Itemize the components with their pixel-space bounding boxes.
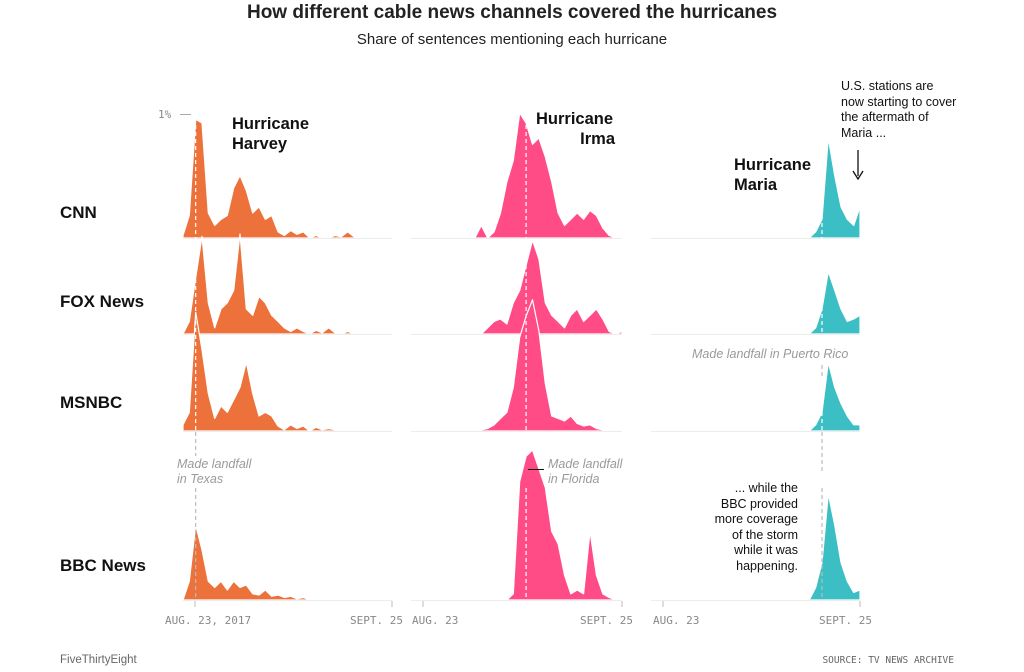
- landfall-texas-line2: in Texas: [177, 472, 224, 486]
- chart-subtitle: Share of sentences mentioning each hurri…: [356, 31, 668, 48]
- hurricane-irma-label-line1: Hurricane: [536, 110, 614, 128]
- area-bbc-news-irma: [410, 449, 623, 601]
- hurricane-harvey-label-line2: Harvey: [232, 135, 288, 153]
- row-label-fox-news: FOX News: [60, 292, 145, 311]
- landfall-florida-line1: Made landfall: [548, 457, 623, 471]
- landfall-texas-line1: Made landfall: [177, 457, 252, 471]
- bbc-note-line: BBC provided: [720, 496, 798, 511]
- area-cnn-harvey: [182, 118, 393, 239]
- hurricane-maria-label-line1: Hurricane: [734, 156, 812, 174]
- us-stations-note-line: the aftermath of: [841, 110, 929, 124]
- row-label-bbc-news: BBC News: [60, 556, 146, 575]
- x-tick-harvey-start: AUG. 23, 2017: [165, 614, 252, 627]
- overlay-layer: [180, 114, 864, 607]
- area-cnn-maria: [650, 137, 861, 239]
- area-cnn-irma: [410, 112, 623, 239]
- area-msnbc-irma: [410, 299, 623, 432]
- source-footer: SOURCE: TV NEWS ARCHIVE: [822, 655, 954, 666]
- x-tick-maria-end: SEPT. 25: [819, 614, 872, 627]
- area-layer: [182, 112, 861, 601]
- landfall-florida-annotation: Made landfall in Florida: [548, 457, 622, 487]
- row-label-msnbc: MSNBC: [60, 393, 123, 412]
- us-stations-note-line: U.S. stations are: [841, 79, 934, 93]
- bbc-note-line: of the storm: [732, 527, 798, 542]
- landfall-florida-line2: in Florida: [548, 472, 600, 486]
- area-bbc-news-maria: [650, 493, 861, 601]
- x-tick-irma-end: SEPT. 25: [580, 614, 633, 627]
- landfall-puerto-rico-annotation: Made landfall in Puerto Rico: [692, 347, 849, 361]
- area-fox-news-maria: [650, 270, 861, 335]
- area-msnbc-maria: [650, 361, 861, 432]
- hurricane-harvey-label: Hurricane Harvey: [232, 114, 309, 154]
- hurricane-harvey-label-line1: Hurricane: [232, 115, 310, 133]
- area-fox-news-harvey: [182, 233, 393, 335]
- landfall-texas-annotation: Made landfall in Texas: [177, 457, 251, 487]
- us-stations-note-line: Maria ...: [841, 125, 887, 140]
- area-fox-news-irma: [410, 239, 623, 335]
- x-tick-maria-start: AUG. 23: [653, 614, 700, 627]
- bbc-note-line: happening.: [736, 558, 798, 573]
- y-axis-tick-label: 1%: [158, 108, 172, 121]
- hurricane-irma-label: Hurricane Irma: [536, 109, 615, 149]
- hurricane-maria-label-line2: Maria: [734, 176, 778, 194]
- area-bbc-news-harvey: [182, 524, 393, 601]
- x-tick-irma-start: AUG. 23: [412, 614, 459, 627]
- area-msnbc-harvey: [182, 311, 393, 432]
- hurricane-maria-label: Hurricane Maria: [734, 155, 811, 195]
- bbc-note-line: while it was: [734, 543, 798, 557]
- bbc-note-line: more coverage: [714, 512, 798, 526]
- brand-footer: FiveThirtyEight: [60, 654, 137, 666]
- hurricane-irma-label-line2: Irma: [580, 130, 615, 148]
- x-tick-harvey-end: SEPT. 25: [350, 614, 403, 627]
- us-stations-note: U.S. stations are now starting to cover …: [841, 79, 956, 141]
- row-label-cnn: CNN: [60, 203, 97, 222]
- us-stations-note-line: now starting to cover: [841, 94, 957, 109]
- chart-title: How different cable news channels covere…: [246, 2, 778, 23]
- bbc-note-line: ... while the: [734, 481, 798, 495]
- bbc-note: ... while the BBC provided more coverage…: [690, 481, 798, 574]
- us-note-arrow-head: [852, 170, 864, 181]
